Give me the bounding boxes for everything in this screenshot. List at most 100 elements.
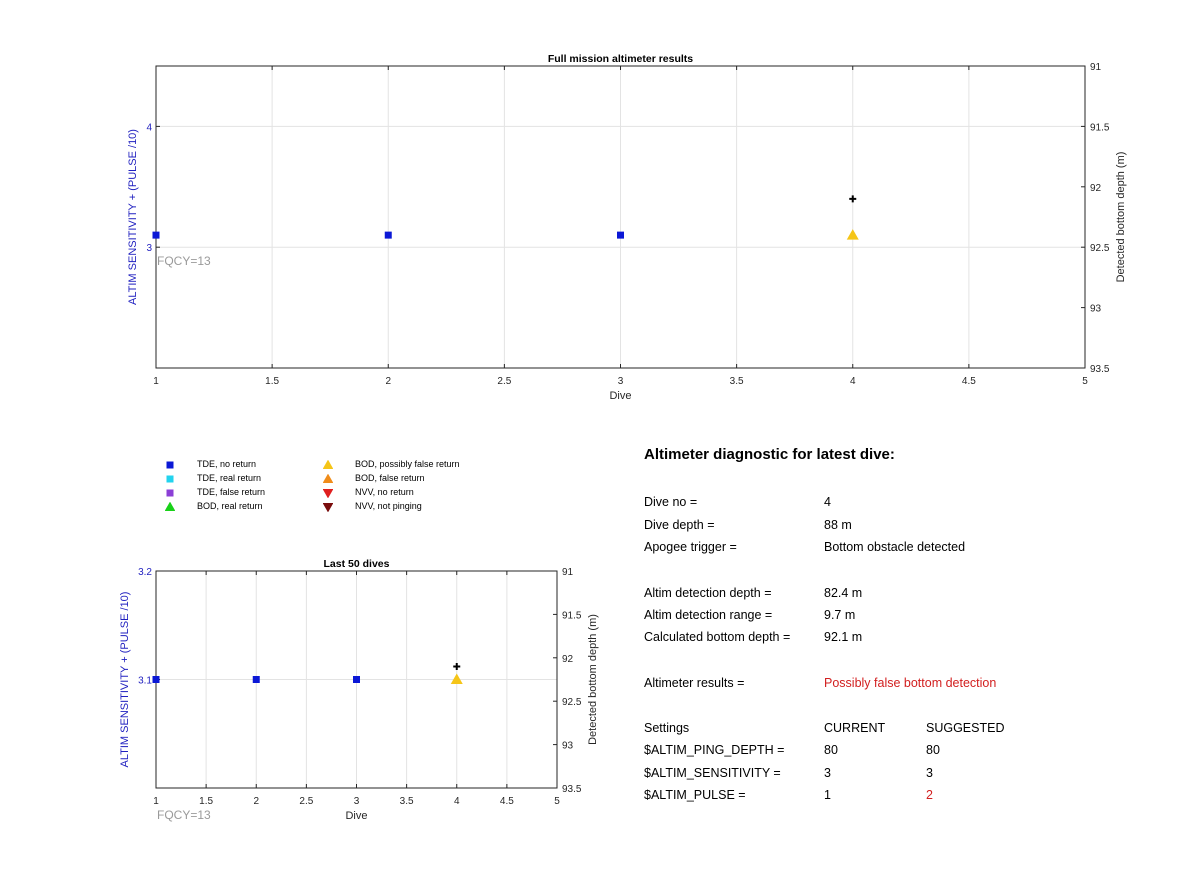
y2-tick-label: 93 — [1090, 304, 1102, 315]
legend-item-nvv-not-pinging: NVV, not pinging — [322, 500, 422, 513]
legend-marker-shape — [322, 488, 334, 499]
diag-label: Altimeter results = — [644, 676, 745, 690]
diag-label: Altim detection depth = — [644, 586, 772, 600]
fqcy-annotation: FQCY=13 — [157, 254, 211, 268]
diag-label: Altim detection range = — [644, 608, 773, 622]
x-tick-label: 1 — [153, 796, 159, 807]
y2-tick-label: 91.5 — [562, 610, 582, 621]
y2-tick-label: 91 — [562, 567, 574, 578]
diag-value: 92.1 m — [824, 630, 863, 644]
legend-marker-tde-real-return — [166, 475, 174, 483]
data-point — [152, 676, 160, 683]
legend-marker-bod-possibly-false — [322, 459, 334, 469]
diag-value: 9.7 m — [824, 608, 856, 622]
setting-suggested: 3 — [926, 766, 933, 780]
chart-title: Full mission altimeter results — [548, 53, 693, 65]
x-tick-label: 2 — [253, 796, 259, 807]
legend-item-bod-possibly-false: BOD, possibly false return — [322, 458, 460, 471]
settings-header-current: CURRENT — [824, 721, 886, 735]
diag-row-altim-detection-depth: Altim detection depth = 82.4 m — [644, 585, 862, 601]
x-tick-label: 3 — [354, 796, 360, 807]
legend-label: NVV, no return — [355, 487, 414, 497]
diagnostic-panel: Altimeter diagnostic for latest dive: Di… — [644, 446, 1184, 826]
setting-label: $ALTIM_PING_DEPTH = — [644, 743, 785, 757]
chart-title: Last 50 dives — [324, 558, 390, 570]
x-tick-label: 4 — [454, 796, 460, 807]
legend-marker-shape — [166, 475, 174, 483]
legend-marker-shape — [164, 501, 176, 511]
legend-marker-tde-no-return — [166, 461, 174, 469]
data-point — [846, 229, 859, 240]
x-axis-label: Dive — [345, 810, 367, 822]
diag-row-altim-detection-range: Altim detection range = 9.7 m — [644, 607, 855, 623]
last-50-dives-chart: 1 1.5 2 2.5 3 3.5 4 4.5 5 3.1 3.2 91 91.5 92 92.5 93 93.… — [119, 558, 599, 822]
full-mission-chart: 1 1.5 2 2.5 3 3.5 4 4.5 5 3 4 91 91.5 92 92.5 93 93.5 Ful… — [127, 53, 1127, 402]
legend: TDE, no return TDE, real return TDE, fal… — [155, 458, 495, 518]
diag-value: 88 m — [824, 518, 852, 532]
y-tick-label: 3.2 — [138, 567, 152, 578]
legend-marker-bod-real-return — [164, 501, 176, 511]
setting-label: $ALTIM_PULSE = — [644, 788, 746, 802]
diag-row-dive-depth: Dive depth = 88 m — [644, 517, 852, 533]
x-tick-label: 3.5 — [400, 796, 414, 807]
x-tick-label: 4 — [850, 376, 856, 387]
legend-marker-shape — [166, 489, 174, 497]
legend-label: TDE, no return — [197, 459, 257, 469]
diag-value-warning: Possibly false bottom detection — [824, 676, 997, 690]
legend-marker-shape — [322, 459, 334, 469]
y-axis-label: ALTIM SENSITIVITY + (PULSE /10) — [127, 129, 139, 305]
x-tick-label: 1 — [153, 376, 159, 387]
setting-current: 80 — [824, 743, 838, 757]
x-tick-label: 2.5 — [497, 376, 511, 387]
bottom-depth-point — [453, 662, 461, 670]
data-point — [384, 231, 392, 239]
legend-label: BOD, possibly false return — [355, 459, 460, 469]
y2-tick-label: 93 — [562, 741, 574, 752]
y2-tick-label: 92 — [1090, 183, 1102, 194]
settings-header: Settings CURRENT SUGGESTED — [644, 720, 1005, 736]
data-point — [450, 673, 463, 684]
setting-current: 3 — [824, 766, 831, 780]
diag-value: Bottom obstacle detected — [824, 540, 966, 554]
data-point — [353, 676, 360, 683]
legend-marker-nvv-no-return — [322, 488, 334, 499]
x-axis-label: Dive — [609, 390, 631, 402]
y2-tick-label: 91.5 — [1090, 122, 1110, 133]
legend-item-bod-false-return: BOD, false return — [322, 472, 425, 485]
y2-axis-label: Detected bottom depth (m) — [1115, 152, 1127, 283]
diag-row-dive-no: Dive no = 4 — [644, 494, 831, 510]
diagnostic-title: Altimeter diagnostic for latest dive: — [644, 446, 895, 463]
fqcy-annotation: FQCY=13 — [157, 808, 211, 822]
legend-marker-tde-false-return — [166, 489, 174, 497]
diag-label: Dive depth = — [644, 518, 715, 532]
setting-row-sensitivity: $ALTIM_SENSITIVITY = 3 3 — [644, 765, 933, 781]
setting-suggested-changed: 2 — [926, 788, 933, 802]
diag-row-apogee-trigger: Apogee trigger = Bottom obstacle detecte… — [644, 539, 965, 555]
setting-row-pulse: $ALTIM_PULSE = 1 2 — [644, 787, 933, 803]
y2-tick-label: 91 — [1090, 62, 1102, 73]
setting-label: $ALTIM_SENSITIVITY = — [644, 766, 781, 780]
legend-item-tde-real-return: TDE, real return — [165, 472, 261, 485]
legend-item-tde-no-return: TDE, no return — [165, 458, 256, 471]
diag-label: Apogee trigger = — [644, 540, 737, 554]
data-point — [617, 231, 624, 239]
x-tick-label: 4.5 — [500, 796, 514, 807]
x-tick-label: 3 — [618, 376, 624, 387]
legend-label: TDE, real return — [197, 473, 262, 483]
x-tick-label: 4.5 — [962, 376, 976, 387]
settings-header-label: Settings — [644, 721, 690, 735]
diag-value: 4 — [824, 495, 831, 509]
data-point — [152, 231, 160, 239]
y2-tick-label: 93.5 — [1090, 364, 1110, 375]
x-tick-label: 1.5 — [199, 796, 213, 807]
legend-label: NVV, not pinging — [355, 501, 422, 511]
legend-item-nvv-no-return: NVV, no return — [322, 486, 414, 499]
legend-marker-nvv-not-pinging — [322, 502, 334, 513]
y-tick-label: 4 — [146, 122, 152, 133]
legend-marker-bod-false-return — [322, 473, 334, 483]
diag-label: Dive no = — [644, 495, 698, 509]
diag-label: Calculated bottom depth = — [644, 630, 791, 644]
x-tick-label: 1.5 — [265, 376, 279, 387]
legend-marker-shape — [166, 461, 174, 469]
y2-tick-label: 92 — [562, 654, 574, 665]
